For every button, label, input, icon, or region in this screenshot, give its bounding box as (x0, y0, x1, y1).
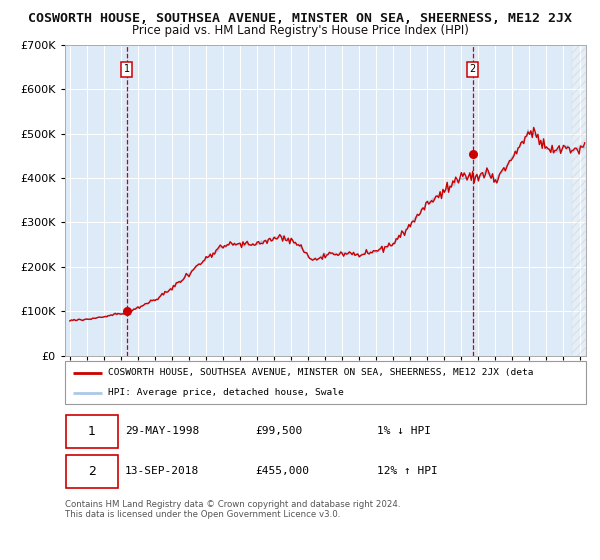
Text: 1% ↓ HPI: 1% ↓ HPI (377, 426, 431, 436)
Bar (572, 45, 586, 356)
Text: 2: 2 (470, 64, 476, 74)
Text: COSWORTH HOUSE, SOUTHSEA AVENUE, MINSTER ON SEA, SHEERNESS, ME12 2JX (deta: COSWORTH HOUSE, SOUTHSEA AVENUE, MINSTER… (107, 368, 533, 377)
Text: This data is licensed under the Open Government Licence v3.0.: This data is licensed under the Open Gov… (65, 510, 340, 519)
Text: Contains HM Land Registry data © Crown copyright and database right 2024.: Contains HM Land Registry data © Crown c… (65, 500, 400, 508)
Text: £455,000: £455,000 (255, 466, 309, 477)
Text: HPI: Average price, detached house, Swale: HPI: Average price, detached house, Swal… (107, 389, 343, 398)
Text: 29-MAY-1998: 29-MAY-1998 (125, 426, 199, 436)
Text: Price paid vs. HM Land Registry's House Price Index (HPI): Price paid vs. HM Land Registry's House … (131, 24, 469, 36)
Text: COSWORTH HOUSE, SOUTHSEA AVENUE, MINSTER ON SEA, SHEERNESS, ME12 2JX: COSWORTH HOUSE, SOUTHSEA AVENUE, MINSTER… (28, 12, 572, 25)
FancyBboxPatch shape (66, 455, 118, 488)
FancyBboxPatch shape (66, 415, 118, 448)
Text: £99,500: £99,500 (255, 426, 302, 436)
Text: 1: 1 (124, 64, 130, 74)
Text: 12% ↑ HPI: 12% ↑ HPI (377, 466, 438, 477)
Text: 1: 1 (88, 425, 96, 438)
Text: 13-SEP-2018: 13-SEP-2018 (125, 466, 199, 477)
Text: 2: 2 (88, 465, 96, 478)
